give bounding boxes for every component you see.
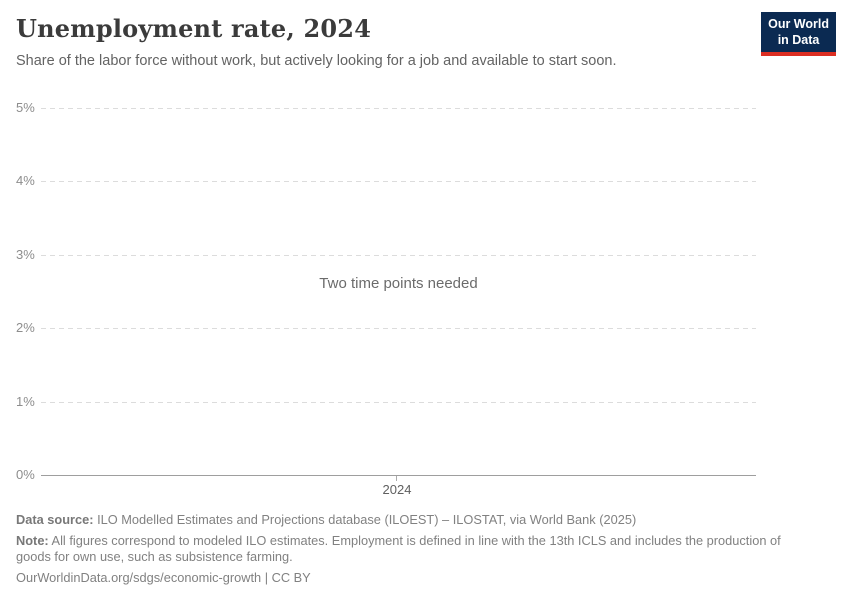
y-axis-tick-label: 4% xyxy=(16,173,35,188)
data-source-line: Data source: ILO Modelled Estimates and … xyxy=(16,512,798,528)
page-title: Unemployment rate, 2024 xyxy=(16,14,372,43)
logo-line2: in Data xyxy=(777,32,820,47)
owid-url-link[interactable]: OurWorldinData.org/sdgs/economic-growth xyxy=(16,569,262,585)
owid-logo[interactable]: Our World in Data xyxy=(761,12,836,57)
x-axis-tick-label: 2024 xyxy=(382,482,412,497)
y-axis-tick-label: 2% xyxy=(16,320,35,335)
y-axis-tick-label: 5% xyxy=(16,100,35,115)
citation-line: OurWorldinData.org/sdgs/economic-growth … xyxy=(16,570,798,586)
gridline xyxy=(41,402,756,403)
gridline xyxy=(41,181,756,182)
chart-footer: Data source: ILO Modelled Estimates and … xyxy=(16,512,798,590)
note-text: All figures correspond to modeled ILO es… xyxy=(16,532,781,564)
y-axis-tick-label: 0% xyxy=(16,467,35,482)
gridline xyxy=(41,255,756,256)
y-axis-tick-label: 3% xyxy=(16,247,35,262)
note-label: Note: xyxy=(16,532,49,548)
gridline xyxy=(41,328,756,329)
citation-separator: | xyxy=(261,569,272,585)
empty-state-message: Two time points needed xyxy=(319,275,478,292)
x-axis-line xyxy=(41,475,756,476)
y-axis-tick-label: 1% xyxy=(16,394,35,409)
data-source-text: ILO Modelled Estimates and Projections d… xyxy=(93,512,637,527)
note-line: Note: All figures correspond to modeled … xyxy=(16,533,798,565)
x-axis-tick xyxy=(396,476,397,481)
gridline xyxy=(41,108,756,109)
chart-subtitle: Share of the labor force without work, b… xyxy=(16,53,617,69)
data-source-label: Data source: xyxy=(16,512,94,527)
logo-line1: Our World xyxy=(768,17,829,31)
license-link[interactable]: CC BY xyxy=(271,569,311,585)
